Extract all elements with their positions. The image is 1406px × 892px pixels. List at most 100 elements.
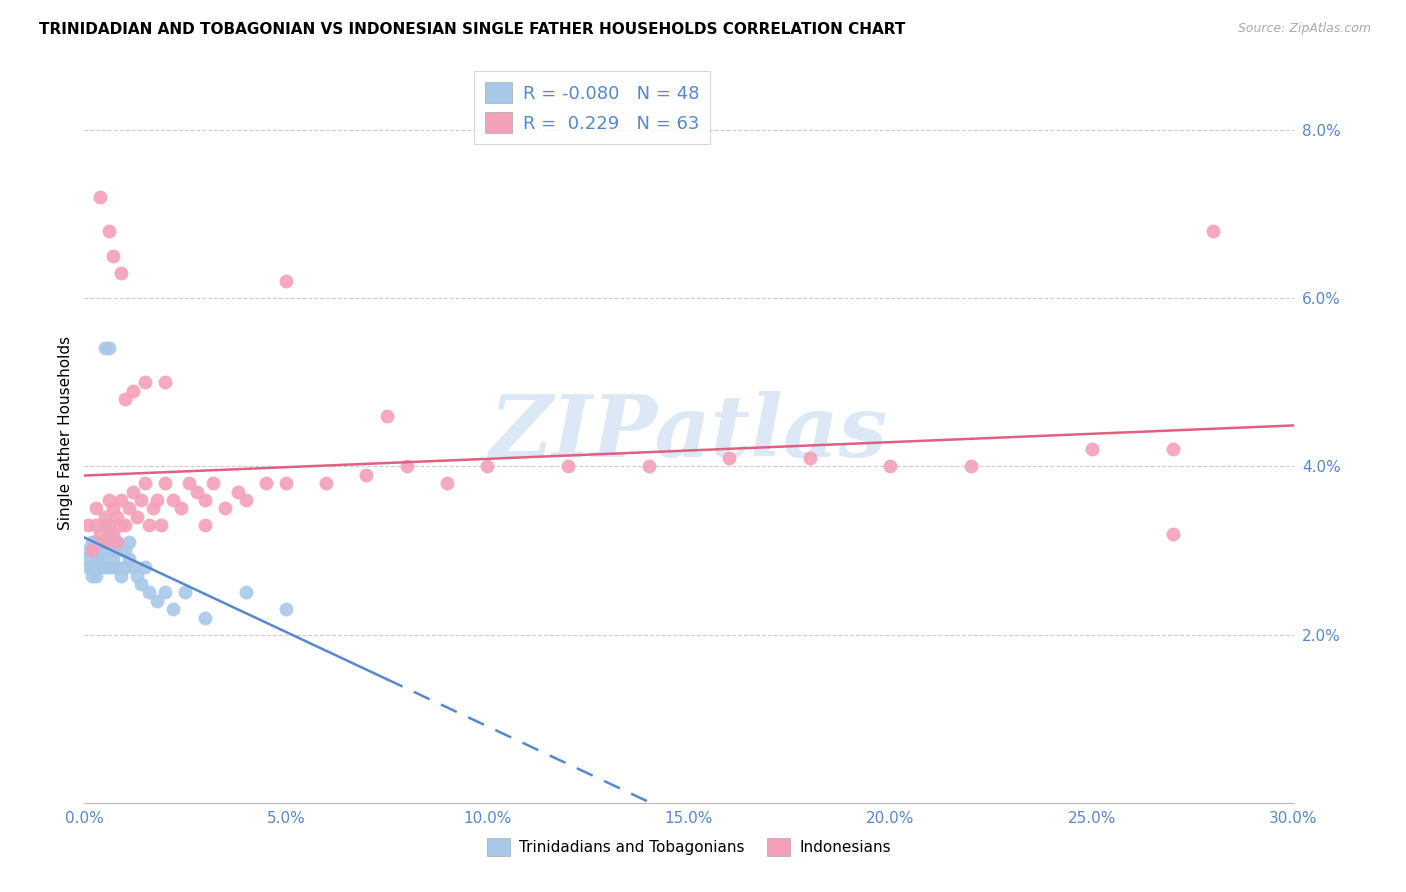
Point — [170, 501, 193, 516]
Point — [93, 342, 115, 356]
Point — [356, 467, 378, 482]
Point — [89, 535, 111, 549]
Point — [186, 484, 208, 499]
Point — [77, 518, 100, 533]
Point — [82, 543, 104, 558]
Point — [86, 501, 108, 516]
Point — [77, 543, 100, 558]
Point — [93, 518, 115, 533]
Point — [105, 509, 128, 524]
Point — [82, 568, 104, 582]
Point — [153, 375, 176, 389]
Point — [174, 585, 197, 599]
Point — [121, 384, 143, 398]
Point — [162, 492, 184, 507]
Point — [1202, 224, 1225, 238]
Point — [86, 535, 108, 549]
Point — [89, 526, 111, 541]
Point — [315, 476, 337, 491]
Point — [82, 535, 104, 549]
Point — [254, 476, 277, 491]
Point — [86, 551, 108, 566]
Point — [149, 518, 172, 533]
Point — [1161, 442, 1184, 457]
Point — [134, 476, 156, 491]
Point — [138, 518, 160, 533]
Point — [110, 492, 132, 507]
Point — [799, 450, 821, 465]
Point — [110, 266, 132, 280]
Point — [718, 450, 741, 465]
Point — [202, 476, 225, 491]
Point — [879, 459, 901, 474]
Point — [960, 459, 983, 474]
Point — [125, 509, 148, 524]
Point — [97, 560, 120, 574]
Point — [162, 602, 184, 616]
Point — [93, 535, 115, 549]
Point — [118, 551, 141, 566]
Point — [153, 476, 176, 491]
Point — [129, 492, 152, 507]
Point — [89, 190, 111, 204]
Point — [89, 560, 111, 574]
Point — [375, 409, 398, 423]
Point — [110, 518, 132, 533]
Text: Source: ZipAtlas.com: Source: ZipAtlas.com — [1237, 22, 1371, 36]
Point — [226, 484, 249, 499]
Point — [194, 492, 217, 507]
Point — [101, 560, 124, 574]
Point — [93, 509, 115, 524]
Point — [101, 501, 124, 516]
Point — [274, 602, 297, 616]
Point — [129, 577, 152, 591]
Point — [93, 560, 115, 574]
Point — [121, 560, 143, 574]
Point — [93, 543, 115, 558]
Point — [97, 492, 120, 507]
Point — [97, 342, 120, 356]
Point — [114, 560, 136, 574]
Point — [121, 484, 143, 499]
Point — [146, 594, 169, 608]
Point — [477, 459, 499, 474]
Point — [110, 543, 132, 558]
Point — [101, 249, 124, 263]
Point — [110, 568, 132, 582]
Point — [101, 535, 124, 549]
Point — [93, 535, 115, 549]
Point — [118, 501, 141, 516]
Point — [86, 560, 108, 574]
Point — [235, 492, 257, 507]
Point — [637, 459, 659, 474]
Point — [97, 518, 120, 533]
Y-axis label: Single Father Households: Single Father Households — [58, 335, 73, 530]
Point — [557, 459, 579, 474]
Point — [153, 585, 176, 599]
Point — [146, 492, 169, 507]
Point — [86, 543, 108, 558]
Point — [97, 526, 120, 541]
Point — [105, 560, 128, 574]
Point — [82, 543, 104, 558]
Text: ZIPatlas: ZIPatlas — [489, 391, 889, 475]
Point — [1161, 526, 1184, 541]
Point — [436, 476, 458, 491]
Point — [179, 476, 201, 491]
Point — [105, 535, 128, 549]
Point — [101, 526, 124, 541]
Point — [114, 543, 136, 558]
Point — [194, 610, 217, 624]
Point — [77, 560, 100, 574]
Point — [274, 476, 297, 491]
Point — [1081, 442, 1104, 457]
Point — [134, 560, 156, 574]
Point — [101, 551, 124, 566]
Point — [114, 392, 136, 406]
Point — [142, 501, 165, 516]
Point — [101, 543, 124, 558]
Point — [194, 518, 217, 533]
Point — [97, 224, 120, 238]
Point — [82, 560, 104, 574]
Point — [118, 535, 141, 549]
